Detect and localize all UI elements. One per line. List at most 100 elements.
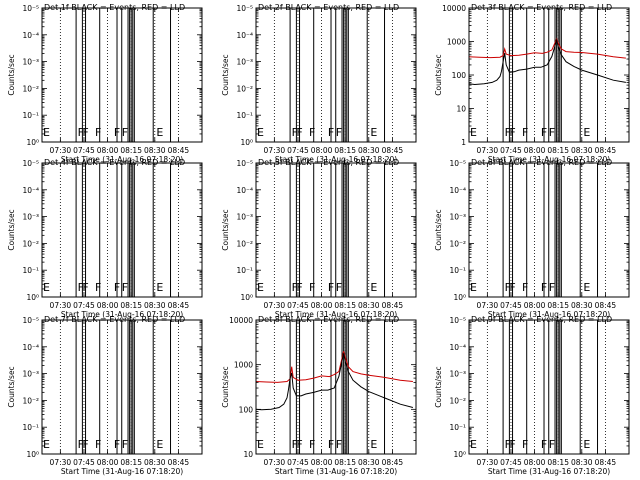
- y-tick-label: 10⁰: [26, 138, 39, 147]
- marker-marker-F-1: F: [78, 281, 84, 294]
- marker-marker-F-5: F: [122, 126, 128, 139]
- y-axis-label: Counts/sec: [221, 209, 230, 250]
- x-axis-label: Start Time (31-Aug-16 07:18:20): [275, 467, 397, 476]
- x-tick-label: 08:15: [334, 301, 356, 310]
- x-tick-label: 08:30: [358, 146, 380, 155]
- marker-marker-F-5: F: [122, 281, 128, 294]
- y-tick-label: 1000: [234, 361, 253, 370]
- y-tick-label: 10000: [442, 4, 466, 13]
- series-events: [468, 38, 626, 86]
- x-tick-label: 08:00: [524, 146, 546, 155]
- y-tick-label: 10⁻⁵: [449, 316, 466, 325]
- x-tick-label: 08:30: [144, 458, 166, 467]
- x-tick-label: 08:15: [334, 458, 356, 467]
- x-tick-label: 08:15: [120, 301, 142, 310]
- marker-marker-F-5: F: [549, 281, 555, 294]
- x-axis-label: Start Time (31-Aug-16 07:18:20): [488, 310, 610, 319]
- panel-title: Det 3f BLACK = Events, RED = LLD: [471, 3, 612, 12]
- panel-title: Det 5f BLACK = Events, RED = LLD: [258, 158, 399, 167]
- marker-marker-E-1: E: [43, 438, 50, 451]
- marker-marker-E-1: E: [43, 126, 50, 139]
- x-axis-label: Start Time (31-Aug-16 07:18:20): [488, 467, 610, 476]
- y-tick-label: 10⁰: [240, 138, 253, 147]
- marker-marker-F-4: F: [541, 281, 547, 294]
- marker-marker-F-1: F: [505, 438, 511, 451]
- x-tick-label: 08:30: [358, 301, 380, 310]
- x-tick-label: 07:45: [287, 458, 309, 467]
- marker-marker-F-5: F: [336, 281, 342, 294]
- y-tick-label: 10⁻²: [236, 84, 253, 93]
- marker-marker-E-1: E: [257, 126, 264, 139]
- y-tick-label: 10⁻⁴: [22, 31, 39, 40]
- marker-marker-E-1: E: [470, 126, 477, 139]
- marker-marker-F-3: F: [95, 281, 101, 294]
- series-lld: [255, 351, 413, 383]
- marker-marker-F-2: F: [296, 126, 302, 139]
- x-tick-label: 08:00: [97, 146, 119, 155]
- x-tick-label: 07:45: [73, 146, 95, 155]
- x-tick-label: 08:30: [571, 301, 593, 310]
- marker-marker-E-1: E: [257, 281, 264, 294]
- plot-frame: [468, 319, 630, 455]
- y-tick-label: 10⁻³: [22, 213, 39, 222]
- x-tick-label: 08:30: [358, 458, 380, 467]
- marker-marker-E-2: E: [370, 438, 377, 451]
- y-tick-label: 1000: [447, 38, 466, 47]
- panel-title: Det 1f BLACK = Events, RED = LLD: [44, 3, 185, 12]
- x-tick-label: 08:00: [311, 146, 333, 155]
- x-tick-label: 07:30: [50, 301, 72, 310]
- x-axis-label: Start Time (31-Aug-16 07:18:20): [61, 310, 183, 319]
- panel-title: Det 4f BLACK = Events, RED = LLD: [44, 158, 185, 167]
- x-tick-label: 07:30: [50, 458, 72, 467]
- marker-marker-F-3: F: [95, 438, 101, 451]
- panel-title: Det 6f BLACK = Events, RED = LLD: [471, 158, 612, 167]
- x-tick-label: 08:30: [144, 146, 166, 155]
- marker-marker-F-1: F: [292, 281, 298, 294]
- marker-marker-F-3: F: [522, 438, 528, 451]
- x-tick-label: 07:45: [500, 146, 522, 155]
- y-tick-label: 10⁻¹: [22, 266, 39, 275]
- x-tick-label: 08:45: [168, 146, 190, 155]
- x-tick-label: 07:45: [287, 301, 309, 310]
- marker-marker-F-4: F: [114, 281, 120, 294]
- y-axis-label: Counts/sec: [7, 54, 16, 95]
- y-tick-label: 10⁻³: [236, 213, 253, 222]
- y-axis-label: Counts/sec: [221, 366, 230, 407]
- y-tick-label: 10⁻³: [449, 213, 466, 222]
- x-tick-label: 07:45: [287, 146, 309, 155]
- y-tick-label: 10⁻¹: [236, 111, 253, 120]
- marker-marker-F-5: F: [549, 126, 555, 139]
- y-tick-label: 10⁻⁴: [236, 31, 253, 40]
- y-tick-label: 10⁻²: [22, 396, 39, 405]
- marker-marker-F-2: F: [509, 438, 515, 451]
- x-axis-label: Start Time (31-Aug-16 07:18:20): [61, 155, 183, 164]
- marker-marker-F-5: F: [336, 126, 342, 139]
- y-tick-label: 10⁻¹: [449, 266, 466, 275]
- marker-marker-F-5: F: [336, 438, 342, 451]
- y-tick-label: 10⁻⁵: [236, 4, 253, 13]
- panel-title: Det 8f BLACK = Events, RED = LLD: [258, 315, 399, 324]
- plot-frame: [41, 7, 203, 143]
- marker-marker-F-2: F: [82, 438, 88, 451]
- x-tick-label: 08:00: [524, 458, 546, 467]
- y-tick-label: 10⁻⁵: [449, 159, 466, 168]
- y-tick-label: 10⁻⁴: [236, 186, 253, 195]
- x-tick-label: 08:15: [547, 146, 569, 155]
- y-tick-label: 10⁰: [26, 293, 39, 302]
- series-events: [255, 353, 414, 411]
- y-tick-label: 10⁻⁵: [236, 159, 253, 168]
- panel-title: Det 2f BLACK = Events, RED = LLD: [258, 3, 399, 12]
- y-axis-label: Counts/sec: [434, 209, 443, 250]
- y-tick-label: 100: [452, 71, 467, 80]
- marker-marker-F-2: F: [296, 281, 302, 294]
- x-tick-label: 08:45: [595, 458, 617, 467]
- marker-marker-F-1: F: [78, 126, 84, 139]
- marker-marker-F-4: F: [328, 281, 334, 294]
- plot-frame: [255, 7, 417, 143]
